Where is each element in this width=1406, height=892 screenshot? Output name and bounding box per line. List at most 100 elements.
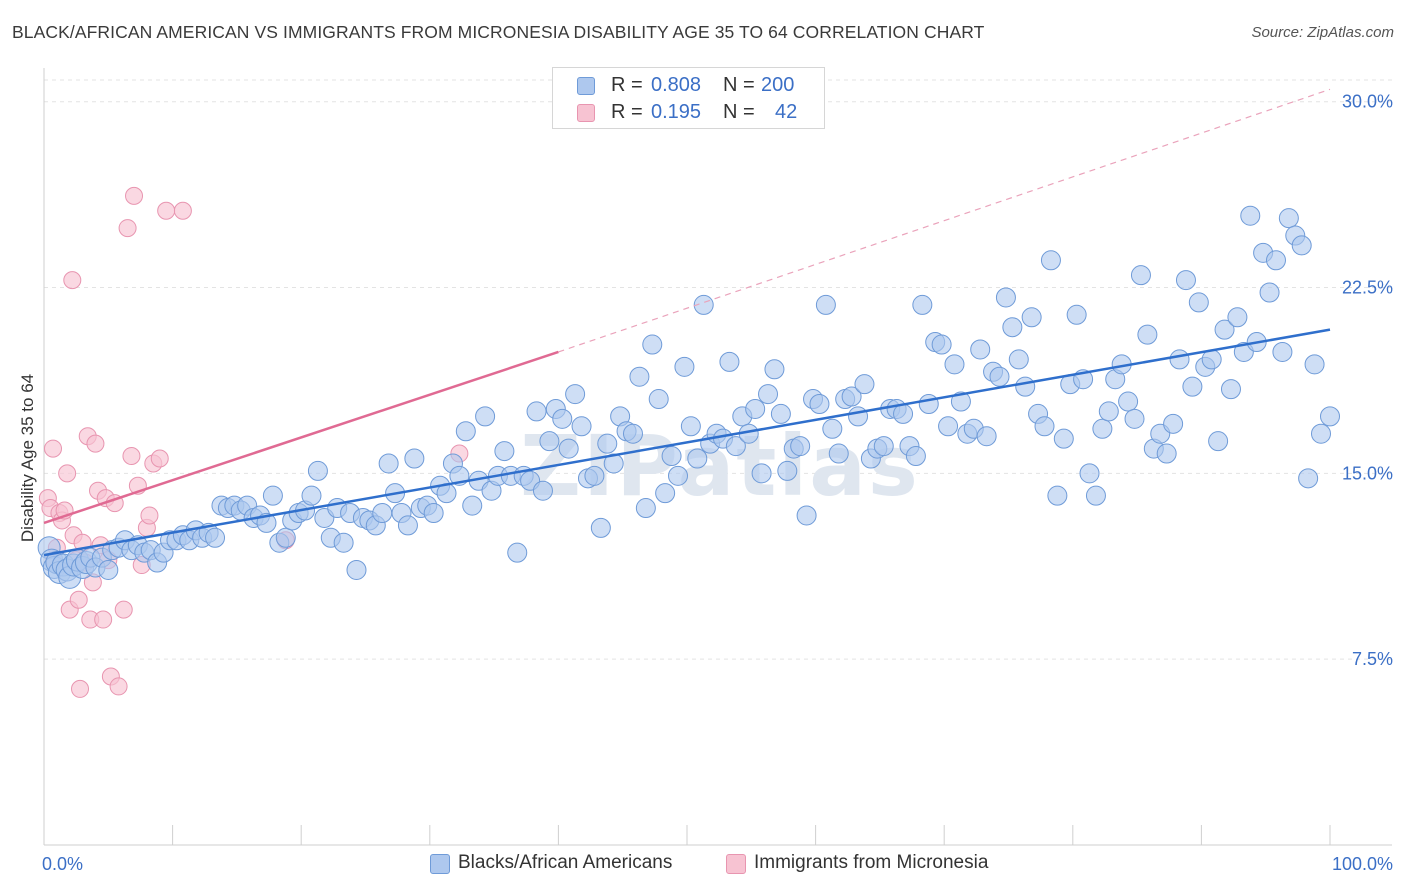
data-point <box>661 446 682 467</box>
source-label: Source: ZipAtlas.com <box>1251 24 1394 41</box>
data-point <box>590 517 611 538</box>
data-point <box>1220 379 1241 400</box>
axes <box>43 68 1392 846</box>
data-point <box>532 480 553 501</box>
data-point <box>552 408 573 429</box>
data-point <box>944 354 965 375</box>
data-point <box>44 439 63 458</box>
data-point <box>796 505 817 526</box>
data-point <box>905 446 926 467</box>
data-point <box>150 449 169 468</box>
data-point <box>307 460 328 481</box>
legend-n-label: N = <box>723 101 755 123</box>
data-point <box>1002 317 1023 338</box>
data-point <box>873 436 894 457</box>
data-point <box>1118 391 1139 412</box>
data-point <box>822 418 843 439</box>
data-point <box>584 465 605 486</box>
data-point <box>777 460 798 481</box>
data-point <box>1320 406 1340 427</box>
data-point <box>157 201 176 220</box>
data-point <box>995 287 1016 308</box>
data-point <box>71 679 90 698</box>
data-point <box>693 294 714 315</box>
data-point <box>507 542 528 563</box>
data-point <box>1278 208 1299 229</box>
correlation-legend: R = 0.808 N = 200 R = 0.195 N = 42 <box>552 67 825 129</box>
data-point <box>970 339 991 360</box>
data-point <box>674 356 695 377</box>
data-point <box>1208 431 1229 452</box>
data-point <box>378 453 399 474</box>
x-tick-label: 100.0% <box>1332 854 1393 874</box>
data-point <box>118 219 137 238</box>
data-point <box>642 334 663 355</box>
data-point <box>622 423 643 444</box>
chart-title: BLACK/AFRICAN AMERICAN VS IMMIGRANTS FRO… <box>12 22 985 42</box>
trend-line-micronesia <box>43 350 559 525</box>
data-point <box>86 434 105 453</box>
data-point <box>809 393 830 414</box>
data-point <box>173 201 192 220</box>
data-point <box>397 515 418 536</box>
data-point <box>109 677 128 696</box>
black-points <box>37 205 1340 589</box>
data-point <box>1021 307 1042 328</box>
data-point <box>1034 416 1055 437</box>
data-point <box>938 416 959 437</box>
legend-swatch-black <box>430 854 450 874</box>
gridlines <box>44 79 1392 660</box>
data-point <box>1169 349 1190 370</box>
data-point <box>1298 468 1319 489</box>
data-point <box>122 447 141 466</box>
data-point <box>94 610 113 629</box>
data-point <box>725 436 746 457</box>
y-tick-label: 22.5% <box>1342 278 1393 298</box>
data-point <box>1259 282 1280 303</box>
data-point <box>1265 250 1286 271</box>
data-point <box>745 398 766 419</box>
data-point <box>1272 341 1293 362</box>
data-point <box>1040 250 1061 271</box>
data-point <box>758 384 779 405</box>
data-point <box>455 421 476 442</box>
data-point <box>815 294 836 315</box>
data-point <box>770 403 791 424</box>
data-point <box>1310 423 1331 444</box>
data-point <box>1291 235 1312 256</box>
data-point <box>1175 270 1196 291</box>
data-point <box>346 559 367 580</box>
data-point <box>1053 428 1074 449</box>
y-tick-label: 30.0% <box>1342 92 1393 112</box>
data-point <box>989 366 1010 387</box>
data-point <box>912 294 933 315</box>
data-point <box>565 384 586 405</box>
data-point <box>404 448 425 469</box>
data-point <box>841 386 862 407</box>
data-point <box>140 506 159 525</box>
data-point <box>114 600 133 619</box>
data-point <box>1130 265 1151 286</box>
data-point <box>526 401 547 422</box>
data-point <box>1240 205 1261 226</box>
data-point <box>893 403 914 424</box>
data-point <box>125 186 144 205</box>
data-point <box>764 359 785 380</box>
legend-row-black: R = 0.808 N = 200 <box>553 74 824 100</box>
data-point <box>98 559 119 580</box>
legend-label-micronesia: Immigrants from Micronesia <box>754 852 989 873</box>
data-point <box>494 441 515 462</box>
data-point <box>976 426 997 447</box>
micronesia-points <box>38 186 469 698</box>
data-point <box>931 334 952 355</box>
data-point <box>462 495 483 516</box>
data-point <box>629 366 650 387</box>
data-point <box>275 527 296 548</box>
data-point <box>262 485 283 506</box>
legend-n-label: N = <box>723 74 755 96</box>
data-point <box>790 436 811 457</box>
y-tick-label: 15.0% <box>1342 463 1393 483</box>
data-point <box>648 389 669 410</box>
data-point <box>680 416 701 437</box>
x-tick-labels: 0.0% 100.0% <box>42 854 1393 874</box>
